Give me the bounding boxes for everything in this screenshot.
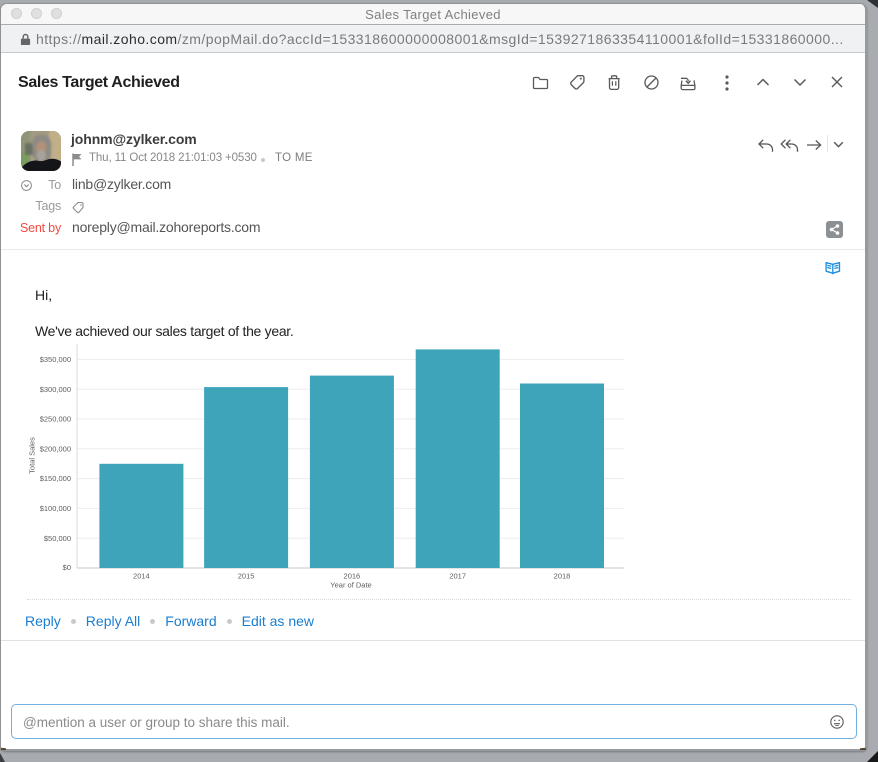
svg-text:2016: 2016 xyxy=(344,572,361,581)
svg-text:$350,000: $350,000 xyxy=(40,355,71,364)
svg-text:$0: $0 xyxy=(63,563,71,572)
svg-text:2017: 2017 xyxy=(449,572,466,581)
svg-text:2015: 2015 xyxy=(238,572,255,581)
svg-text:Total Sales: Total Sales xyxy=(27,437,36,474)
svg-text:Year of Date: Year of Date xyxy=(330,581,371,590)
svg-text:2018: 2018 xyxy=(554,572,571,581)
svg-text:$200,000: $200,000 xyxy=(40,444,71,453)
svg-text:$300,000: $300,000 xyxy=(40,385,71,394)
svg-text:$250,000: $250,000 xyxy=(40,415,71,424)
svg-text:$100,000: $100,000 xyxy=(40,504,71,513)
svg-text:$150,000: $150,000 xyxy=(40,474,71,483)
svg-text:$50,000: $50,000 xyxy=(44,534,71,543)
svg-text:2014: 2014 xyxy=(133,572,150,581)
